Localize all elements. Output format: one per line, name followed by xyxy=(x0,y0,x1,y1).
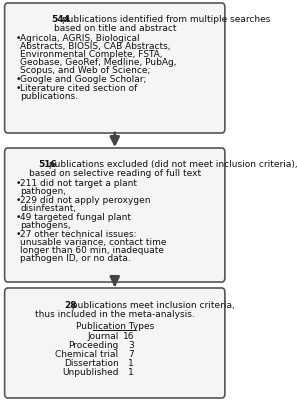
Text: 1: 1 xyxy=(128,359,134,368)
Text: 28: 28 xyxy=(64,301,76,310)
Text: Environmental Complete, FSTA,: Environmental Complete, FSTA, xyxy=(20,50,162,59)
Text: •: • xyxy=(15,75,21,84)
Text: •: • xyxy=(15,213,21,222)
Text: Chemical trial: Chemical trial xyxy=(56,350,119,359)
Text: 516: 516 xyxy=(38,160,57,169)
Text: based on selective reading of full text: based on selective reading of full text xyxy=(29,169,201,178)
FancyBboxPatch shape xyxy=(5,288,225,398)
Text: Journal: Journal xyxy=(87,332,119,341)
Text: publications identified from multiple searches: publications identified from multiple se… xyxy=(59,15,270,24)
Text: 3: 3 xyxy=(128,341,134,350)
FancyBboxPatch shape xyxy=(5,148,225,282)
Text: 49 targeted fungal plant: 49 targeted fungal plant xyxy=(20,213,131,222)
Text: Google and Google Scholar;: Google and Google Scholar; xyxy=(20,75,146,84)
Text: publications meet inclusion criteria,: publications meet inclusion criteria, xyxy=(69,301,235,310)
Text: 16: 16 xyxy=(123,332,134,341)
Text: 7: 7 xyxy=(128,350,134,359)
Text: pathogens,: pathogens, xyxy=(20,221,71,230)
Text: pathogen ID, or no data.: pathogen ID, or no data. xyxy=(20,254,131,263)
Text: thus included in the meta-analysis.: thus included in the meta-analysis. xyxy=(35,310,195,319)
Text: •: • xyxy=(15,196,21,205)
Text: •: • xyxy=(15,230,21,239)
Text: longer than 60 min, inadequate: longer than 60 min, inadequate xyxy=(20,246,164,255)
Text: Literature cited section of: Literature cited section of xyxy=(20,84,138,93)
Text: Scopus, and Web of Science;: Scopus, and Web of Science; xyxy=(20,66,151,75)
Text: publications.: publications. xyxy=(20,92,78,101)
Text: unusable variance, contact time: unusable variance, contact time xyxy=(20,238,167,247)
Text: 544: 544 xyxy=(51,15,70,24)
Text: 1: 1 xyxy=(128,368,134,377)
Text: Proceeding: Proceeding xyxy=(68,341,119,350)
Text: based on title and abstract: based on title and abstract xyxy=(53,24,176,33)
Text: •: • xyxy=(15,34,21,43)
Text: disinfestant,: disinfestant, xyxy=(20,204,76,213)
Text: Dissertation: Dissertation xyxy=(64,359,119,368)
Text: Publication Types: Publication Types xyxy=(76,322,154,331)
Text: •: • xyxy=(15,84,21,93)
FancyBboxPatch shape xyxy=(5,3,225,133)
Text: Unpublished: Unpublished xyxy=(62,368,119,377)
Text: 211 did not target a plant: 211 did not target a plant xyxy=(20,179,137,188)
Text: 27 other technical issues:: 27 other technical issues: xyxy=(20,230,137,239)
Text: publications excluded (did not meet inclusion criteria),: publications excluded (did not meet incl… xyxy=(46,160,297,169)
Text: Geobase, GeoRef, Medline, PubAg,: Geobase, GeoRef, Medline, PubAg, xyxy=(20,58,177,67)
Text: Abstracts, BIOSIS, CAB Abstracts,: Abstracts, BIOSIS, CAB Abstracts, xyxy=(20,42,170,51)
Text: 229 did not apply peroxygen: 229 did not apply peroxygen xyxy=(20,196,151,205)
Text: •: • xyxy=(15,179,21,188)
Text: Agricola, AGRIS, Biological: Agricola, AGRIS, Biological xyxy=(20,34,140,43)
Text: pathogen,: pathogen, xyxy=(20,187,66,196)
